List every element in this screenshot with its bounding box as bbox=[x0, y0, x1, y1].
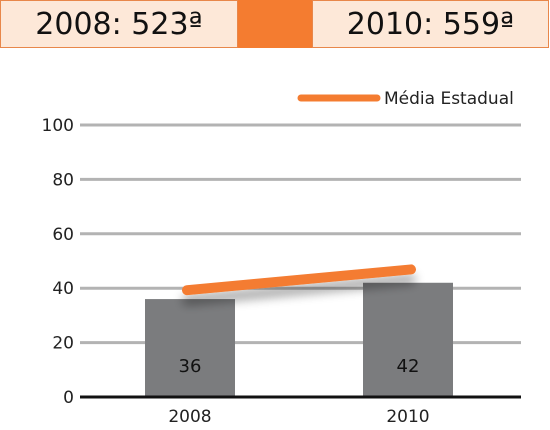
x-axis: 2008 2010 bbox=[80, 395, 521, 427]
bars: 36 42 bbox=[145, 282, 453, 397]
x-tick-2010: 2010 bbox=[386, 407, 429, 427]
y-tick-0: 0 bbox=[63, 388, 74, 408]
x-tick-2008: 2008 bbox=[168, 407, 211, 427]
ranking-2010-text: 2010: 559ª bbox=[346, 6, 515, 42]
average-line-group bbox=[182, 264, 416, 296]
y-tick-80: 80 bbox=[52, 170, 74, 190]
ranking-divider bbox=[238, 0, 312, 48]
ranking-strip: 2008: 523ª 2010: 559ª bbox=[0, 0, 549, 50]
bar-label-2008: 36 bbox=[179, 356, 202, 377]
y-tick-40: 40 bbox=[52, 279, 74, 299]
legend: Média Estadual bbox=[297, 89, 514, 109]
ranking-2010-box: 2010: 559ª bbox=[312, 0, 549, 48]
ranking-2008-text: 2008: 523ª bbox=[35, 6, 203, 42]
average-line bbox=[182, 264, 416, 296]
y-tick-100: 100 bbox=[42, 116, 74, 136]
bar-label-2010: 42 bbox=[397, 356, 420, 377]
ranking-2008-box: 2008: 523ª bbox=[0, 0, 238, 48]
legend-label: Média Estadual bbox=[384, 89, 514, 109]
bar-2010 bbox=[363, 282, 453, 397]
y-tick-60: 60 bbox=[52, 225, 74, 245]
y-tick-20: 20 bbox=[52, 334, 74, 354]
y-axis-ticks: 0 20 40 60 80 100 bbox=[42, 116, 74, 408]
bar-2008 bbox=[145, 299, 235, 397]
